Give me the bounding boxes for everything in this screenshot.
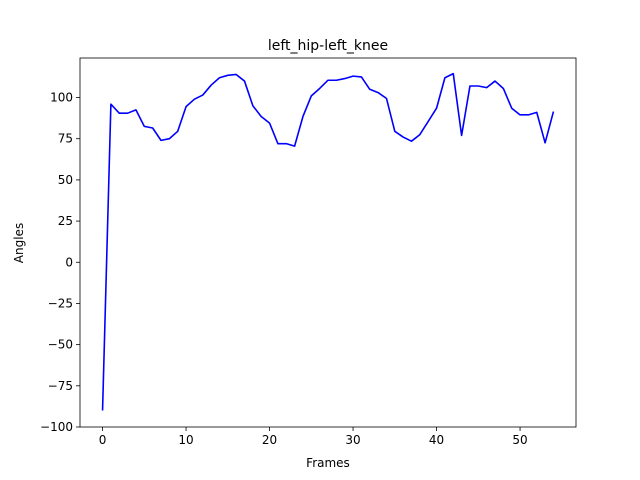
y-tick-label: −100 xyxy=(40,420,73,434)
x-axis-label: Frames xyxy=(306,456,350,470)
y-tick-label: 100 xyxy=(50,91,73,105)
y-axis-label: Angles xyxy=(12,223,26,263)
chart-title: left_hip-left_knee xyxy=(268,38,388,54)
y-tick-label: 0 xyxy=(65,255,73,269)
x-tick-label: 0 xyxy=(99,433,107,447)
y-tick-label: −75 xyxy=(48,379,73,393)
x-tick-label: 30 xyxy=(345,433,360,447)
plot-area xyxy=(79,57,577,428)
y-tick-label: −50 xyxy=(48,338,73,352)
y-tick-label: 50 xyxy=(58,173,73,187)
x-axis: 0 10 20 30 40 50 xyxy=(99,427,528,447)
y-tick-label: −25 xyxy=(48,296,73,310)
series-line-0 xyxy=(101,72,555,411)
y-tick-label: 75 xyxy=(58,132,73,146)
x-tick-label: 10 xyxy=(178,433,193,447)
y-tick-label: 25 xyxy=(58,214,73,228)
x-tick-label: 40 xyxy=(429,433,444,447)
x-tick-label: 50 xyxy=(512,433,527,447)
axes-frame xyxy=(79,57,577,428)
x-tick-label: 20 xyxy=(262,433,277,447)
y-axis: −100 −75 −50 −25 0 25 50 75 100 xyxy=(40,91,80,434)
